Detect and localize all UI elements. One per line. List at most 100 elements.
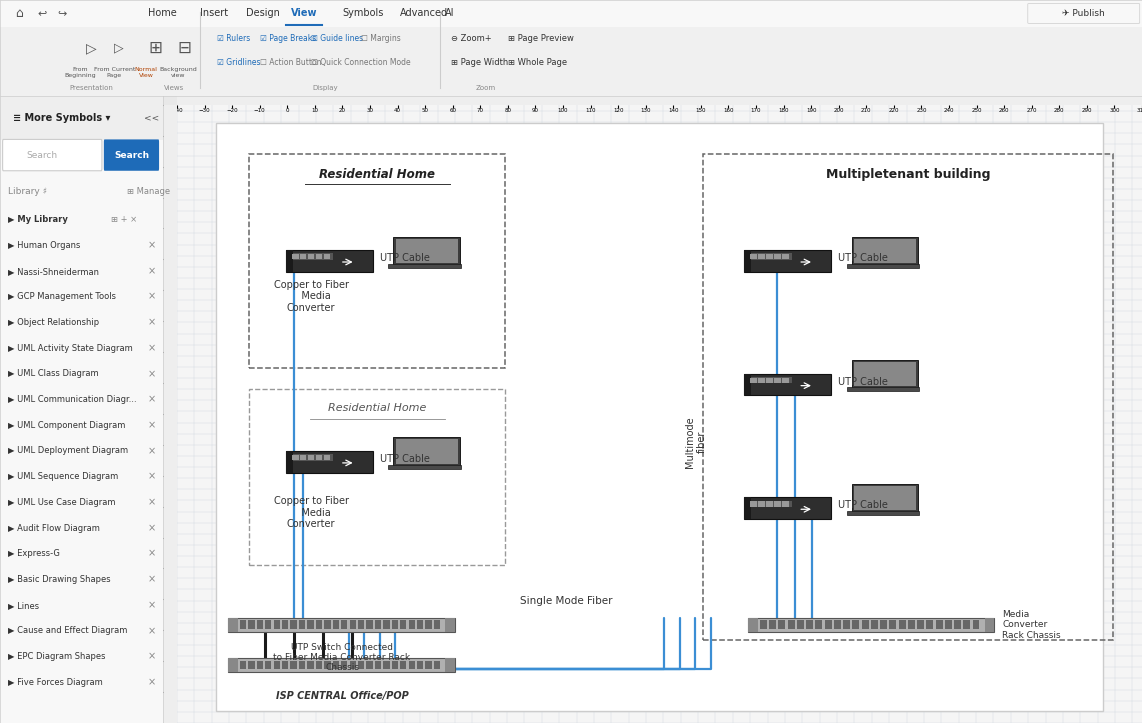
Text: ×: × (147, 600, 156, 610)
Bar (257, 620, 263, 629)
Bar (248, 620, 255, 629)
Bar (349, 661, 356, 669)
Text: ×: × (147, 575, 156, 584)
Text: ✈ Publish: ✈ Publish (1062, 9, 1105, 18)
Bar (871, 620, 878, 629)
Text: Background
view: Background view (159, 67, 198, 77)
Bar (308, 455, 314, 461)
Bar (434, 661, 441, 669)
Bar (782, 377, 789, 383)
Bar (758, 254, 765, 260)
FancyBboxPatch shape (748, 618, 995, 631)
Text: Copper to Fiber
   Media
Converter: Copper to Fiber Media Converter (274, 280, 348, 313)
Text: ×: × (147, 549, 156, 559)
Text: ▶ Cause and Effect Diagram: ▶ Cause and Effect Diagram (8, 626, 128, 636)
FancyBboxPatch shape (286, 250, 373, 272)
Text: ⊞ + ×: ⊞ + × (111, 215, 137, 224)
Text: ×: × (147, 240, 156, 250)
Bar (286, 451, 293, 473)
Bar (779, 620, 786, 629)
Text: ≡ More Symbols ▾: ≡ More Symbols ▾ (13, 113, 111, 123)
Bar (290, 620, 297, 629)
Text: From Current
Page: From Current Page (94, 67, 135, 77)
Text: ↪: ↪ (57, 9, 66, 19)
Text: Normal
View: Normal View (135, 67, 158, 77)
Bar (758, 501, 765, 507)
Bar (954, 620, 962, 629)
FancyBboxPatch shape (852, 236, 918, 265)
Text: ▶ Basic Drawing Shapes: ▶ Basic Drawing Shapes (8, 575, 111, 584)
Bar (248, 661, 255, 669)
Text: ×: × (147, 317, 156, 328)
Bar (286, 250, 293, 272)
FancyBboxPatch shape (393, 437, 460, 466)
Bar (282, 661, 288, 669)
Bar (964, 620, 971, 629)
Text: ×: × (147, 446, 156, 456)
Bar (282, 620, 288, 629)
Bar (357, 661, 364, 669)
Text: Media
Converter
Rack Chassis: Media Converter Rack Chassis (1002, 609, 1061, 640)
Text: From
Beginning: From Beginning (64, 67, 96, 77)
Text: Design: Design (246, 9, 280, 19)
Text: ×: × (147, 677, 156, 688)
Text: ▶ UML Use Case Diagram: ▶ UML Use Case Diagram (8, 498, 115, 507)
Text: Copper to Fiber
   Media
Converter: Copper to Fiber Media Converter (274, 496, 348, 529)
Bar (324, 661, 330, 669)
Bar (316, 455, 322, 461)
Bar (257, 661, 263, 669)
Bar (299, 620, 305, 629)
Bar (769, 620, 777, 629)
Bar (332, 620, 339, 629)
Bar (926, 620, 933, 629)
Bar (290, 661, 297, 669)
Text: ▷: ▷ (114, 42, 123, 54)
FancyBboxPatch shape (104, 140, 159, 171)
Bar (788, 620, 795, 629)
Text: ⊞ Whole Page: ⊞ Whole Page (508, 58, 568, 67)
Text: ▶ UML Communication Diagr...: ▶ UML Communication Diagr... (8, 395, 137, 404)
FancyBboxPatch shape (846, 264, 919, 268)
Bar (332, 661, 339, 669)
Text: ▶ Lines: ▶ Lines (8, 601, 39, 609)
Text: ↩: ↩ (38, 9, 47, 19)
Text: Views: Views (163, 85, 184, 92)
Bar (290, 454, 333, 461)
Text: UTP Switch Connected
to Fiber Media Converter Rack
Chassis: UTP Switch Connected to Fiber Media Conv… (273, 643, 411, 672)
FancyBboxPatch shape (216, 124, 1103, 711)
Text: Home: Home (148, 9, 177, 19)
Bar (307, 661, 314, 669)
Bar (861, 620, 869, 629)
FancyBboxPatch shape (852, 360, 918, 388)
Text: ▶ Nassi-Shneiderman: ▶ Nassi-Shneiderman (8, 267, 99, 275)
Bar (854, 239, 916, 262)
Text: ☑ Guide lines: ☑ Guide lines (311, 34, 363, 43)
Text: View: View (291, 9, 317, 19)
Text: ☑ Gridlines: ☑ Gridlines (217, 58, 260, 67)
Text: ▶ Audit Flow Diagram: ▶ Audit Flow Diagram (8, 523, 100, 533)
Text: ⊞: ⊞ (148, 39, 162, 57)
Text: Display: Display (313, 85, 338, 92)
Text: ▶ Five Forces Diagram: ▶ Five Forces Diagram (8, 677, 103, 687)
Bar (274, 620, 280, 629)
Bar (774, 501, 781, 507)
Bar (265, 620, 272, 629)
Text: ☑ Rulers: ☑ Rulers (217, 34, 250, 43)
Bar (834, 620, 841, 629)
Bar (434, 620, 441, 629)
FancyBboxPatch shape (745, 250, 831, 272)
Text: ⊞ Page Preview: ⊞ Page Preview (508, 34, 574, 43)
Text: UTP Cable: UTP Cable (379, 454, 429, 464)
Bar (899, 620, 906, 629)
Bar (782, 254, 789, 260)
FancyBboxPatch shape (228, 658, 455, 672)
Bar (308, 254, 314, 260)
Text: ISP CENTRAL Office/POP: ISP CENTRAL Office/POP (275, 691, 409, 701)
Bar (426, 620, 432, 629)
Text: ▶ Object Relationship: ▶ Object Relationship (8, 318, 99, 327)
Bar (228, 658, 238, 672)
Text: ▶ UML Activity State Diagram: ▶ UML Activity State Diagram (8, 343, 132, 353)
Bar (973, 620, 980, 629)
Bar (766, 254, 773, 260)
Bar (890, 620, 896, 629)
